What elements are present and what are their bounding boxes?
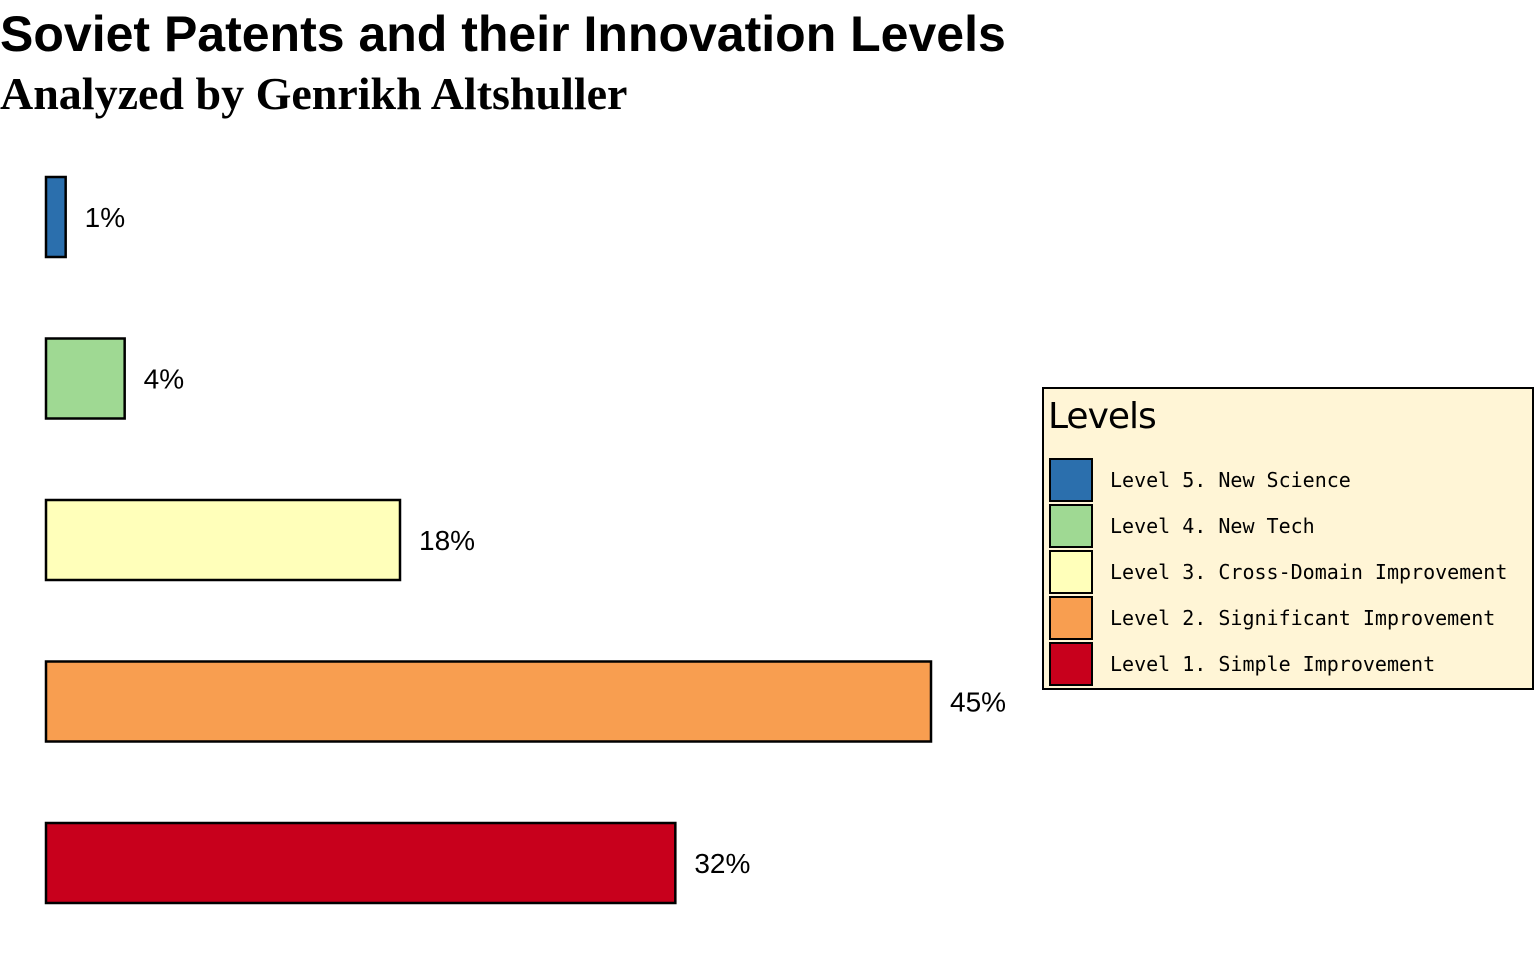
bar-value-label-3: 18% — [419, 525, 475, 556]
legend: Levels Level 5. New Science Level 4. New … — [1042, 387, 1534, 690]
legend-item: Level 3. Cross-Domain Improvement — [1049, 550, 1529, 594]
legend-swatch — [1049, 504, 1093, 548]
bar-value-label-1: 1% — [85, 202, 125, 233]
bar-chart: 1% 4% 18% 45% 32% — [44, 175, 1006, 905]
legend-label: Level 4. New Tech — [1110, 514, 1315, 538]
legend-item: Level 2. Significant Improvement — [1049, 596, 1529, 640]
chart-title: Soviet Patents and their Innovation Leve… — [0, 6, 1006, 62]
legend-title: Levels — [1048, 396, 1157, 437]
legend-label: Level 1. Simple Improvement — [1110, 652, 1436, 676]
legend-swatch — [1049, 550, 1093, 594]
legend-item: Level 5. New Science — [1049, 458, 1529, 502]
legend-label: Level 3. Cross-Domain Improvement — [1110, 560, 1508, 584]
bar-value-label-5: 32% — [694, 848, 750, 879]
legend-swatch — [1049, 642, 1093, 686]
bar-5 — [44, 821, 677, 905]
legend-swatch — [1049, 596, 1093, 640]
bar-1 — [44, 175, 67, 259]
legend-item: Level 4. New Tech — [1049, 504, 1529, 548]
bar-4 — [44, 660, 933, 743]
bar-3 — [44, 498, 402, 582]
legend-swatch — [1049, 458, 1093, 502]
bar-value-label-2: 4% — [144, 364, 184, 395]
legend-label: Level 2. Significant Improvement — [1110, 606, 1496, 630]
legend-label: Level 5. New Science — [1110, 468, 1351, 492]
legend-item: Level 1. Simple Improvement — [1049, 642, 1529, 686]
bar-2 — [44, 337, 126, 420]
bar-value-label-4: 45% — [950, 687, 1006, 718]
chart-subtitle: Analyzed by Genrikh Altshuller — [0, 68, 628, 119]
